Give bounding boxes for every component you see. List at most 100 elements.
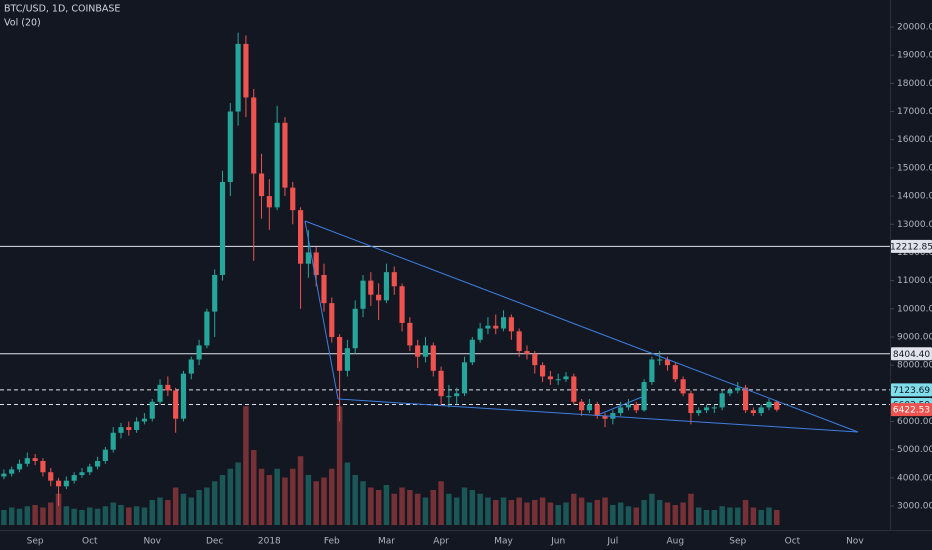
- volume-bar: [321, 477, 327, 525]
- volume-bar: [461, 487, 468, 525]
- candle-body: [352, 308, 358, 349]
- candle-body: [274, 122, 280, 208]
- y-tick-label: 18000.00: [897, 79, 932, 89]
- volume-bar: [55, 493, 62, 525]
- candle-body: [407, 322, 413, 346]
- candle-body: [563, 376, 569, 380]
- volume-bar: [250, 450, 257, 525]
- volume-bar: [79, 510, 85, 525]
- volume-bar: [149, 500, 155, 525]
- candle-body: [672, 365, 678, 380]
- volume-bar: [243, 406, 249, 525]
- candle-body: [110, 432, 116, 450]
- chart-title: BTC/USD, 1D, COINBASE: [4, 4, 120, 15]
- candle-body: [126, 427, 132, 430]
- candle-body: [524, 351, 530, 354]
- volume-bar: [407, 490, 413, 525]
- volume-bar: [649, 493, 655, 525]
- candle-body: [461, 362, 468, 394]
- candle-body: [766, 401, 772, 408]
- candle-body: [532, 353, 538, 366]
- trendline: [599, 396, 643, 415]
- volume-bar: [422, 497, 429, 525]
- volume-bar: [133, 506, 140, 525]
- volume-bar: [625, 506, 632, 525]
- candle-body: [1, 473, 7, 477]
- volume-bar: [360, 481, 366, 525]
- candle-body: [657, 359, 663, 361]
- volume-bar: [578, 497, 585, 525]
- volume-bar: [344, 462, 351, 525]
- volume-bar: [758, 510, 764, 525]
- candle-body: [742, 387, 749, 411]
- candle-body: [422, 345, 429, 357]
- volume-bar: [235, 462, 241, 525]
- price-label-box: [891, 403, 932, 417]
- axes: 3000.004000.005000.006000.007000.008000.…: [27, 22, 932, 547]
- candle-body: [376, 294, 382, 301]
- volume-bar: [766, 507, 772, 525]
- volume-bar: [680, 502, 686, 525]
- candle-body: [95, 460, 101, 467]
- volume-bar: [383, 485, 390, 525]
- candle-body: [586, 404, 593, 411]
- candle-body: [680, 379, 686, 394]
- candle-body: [399, 286, 405, 323]
- candle-body: [212, 274, 218, 312]
- volume-bar: [329, 468, 335, 525]
- volume-bar: [297, 456, 304, 525]
- volume-bar: [266, 475, 273, 525]
- candle-body: [71, 475, 77, 481]
- x-tick-label: Nov: [846, 537, 864, 547]
- volume-bar: [727, 507, 733, 525]
- candle-body: [180, 373, 187, 419]
- volume-bar: [711, 510, 718, 525]
- candle-body: [727, 390, 733, 394]
- candle-body: [305, 252, 311, 264]
- volume-bar: [32, 505, 38, 525]
- candle-body: [368, 280, 374, 295]
- volume-bar: [368, 487, 374, 525]
- x-tick-label: Jul: [606, 537, 618, 547]
- candle-body: [618, 407, 624, 414]
- volume-bar: [110, 502, 116, 525]
- candle-body: [134, 421, 140, 430]
- y-tick-label: 14000.00: [897, 192, 932, 202]
- y-tick-label: 13000.00: [897, 220, 932, 230]
- candle-body: [579, 401, 585, 411]
- candle-body: [540, 365, 546, 377]
- candle-body: [16, 463, 23, 470]
- y-tick-label: 19000.00: [897, 51, 932, 61]
- candle-body: [438, 370, 444, 397]
- price-label-box: [891, 239, 932, 253]
- y-tick-label: 5000.00: [897, 445, 932, 455]
- y-tick-label: 10000.00: [897, 304, 932, 314]
- volume-label: Vol (20): [4, 18, 41, 29]
- volume-bar: [180, 493, 187, 525]
- candle-body: [157, 384, 163, 402]
- volume-bar: [336, 406, 343, 525]
- y-tick-label: 4000.00: [897, 473, 932, 483]
- x-tick-label: Oct: [82, 537, 98, 547]
- volume-bar: [641, 500, 647, 525]
- volume-bar: [196, 490, 202, 525]
- volume-bar: [40, 507, 46, 525]
- volume-bar: [500, 497, 507, 525]
- candle-body: [477, 328, 483, 340]
- candle-body: [344, 348, 350, 371]
- volume-bar: [453, 497, 460, 525]
- candle-body: [243, 43, 249, 98]
- candle-body: [594, 404, 600, 416]
- candle-body: [571, 376, 577, 402]
- volume-bar: [48, 502, 54, 525]
- candle-body: [118, 427, 124, 433]
- candle-body: [204, 311, 210, 346]
- volume-bar: [438, 481, 444, 525]
- volume-bar: [219, 475, 226, 525]
- volume-bar: [719, 506, 725, 525]
- candle-body: [555, 379, 561, 381]
- x-tick-label: Oct: [785, 537, 801, 547]
- trendline: [304, 220, 339, 400]
